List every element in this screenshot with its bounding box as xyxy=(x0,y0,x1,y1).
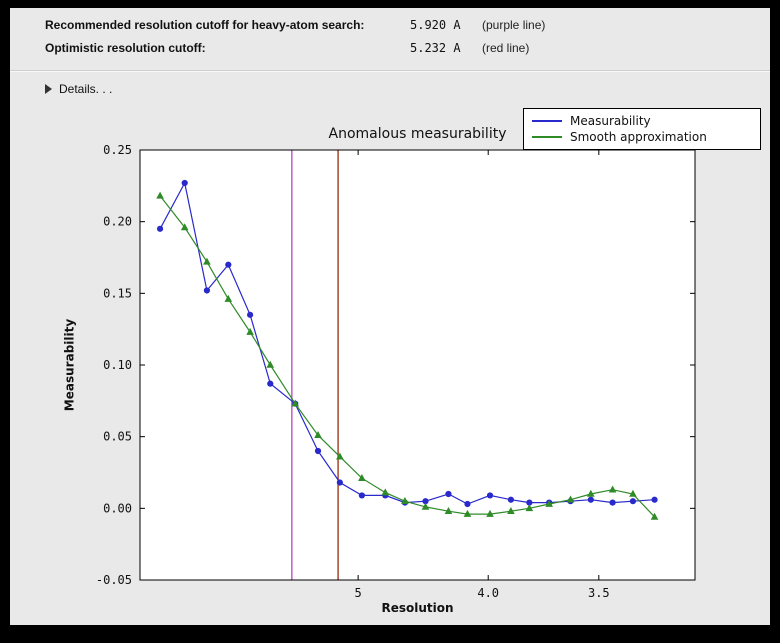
data-point-circle xyxy=(336,479,343,486)
data-point-triangle xyxy=(545,499,553,507)
y-tick-label: 0.25 xyxy=(103,143,132,157)
data-point-circle xyxy=(181,179,188,187)
details-disclosure[interactable]: Details. . . xyxy=(10,71,770,99)
data-point-circle xyxy=(526,499,533,506)
recommended-cutoff-note: (purple line) xyxy=(482,18,546,32)
data-point-circle xyxy=(156,225,164,232)
optimistic-cutoff-note: (red line) xyxy=(482,41,530,55)
data-point-triangle xyxy=(566,495,575,503)
recommended-cutoff-value: 5.920 A xyxy=(410,18,461,32)
data-point-triangle xyxy=(156,191,164,199)
legend-entry-smooth: Smooth approximation xyxy=(532,129,752,145)
data-point-circle xyxy=(464,500,471,508)
recommended-cutoff-label: Recommended resolution cutoff for heavy-… xyxy=(45,18,365,32)
smooth-approximation-line-sample xyxy=(532,136,562,138)
data-point-triangle xyxy=(246,327,254,335)
x-tick-label: 4.0 xyxy=(477,586,499,600)
data-point-circle xyxy=(314,447,322,455)
chart-title: Anomalous measurability xyxy=(328,126,507,142)
anomalous-measurability-figure: -0.05 0.00 0.05 0.10 0.15 0.20 0.25 5 4.0 3.5 Ano… xyxy=(10,100,770,622)
data-point-circle xyxy=(203,287,211,294)
data-point-triangle xyxy=(203,257,211,265)
data-point-triangle xyxy=(608,485,617,493)
data-point-triangle xyxy=(224,294,233,302)
data-point-circle xyxy=(225,261,232,268)
resolution-cutoff-header: Recommended resolution cutoff for heavy-… xyxy=(10,8,770,71)
results-panel: Recommended resolution cutoff for heavy-… xyxy=(10,8,770,625)
data-point-circle xyxy=(267,380,274,387)
data-point-triangle xyxy=(266,360,275,368)
legend-entry-measurability: Measurability xyxy=(532,113,752,129)
measurability-plot: -0.05 0.00 0.05 0.10 0.15 0.20 0.25 5 4.0 3.5 xyxy=(96,143,696,600)
data-point-triangle xyxy=(314,431,322,439)
y-tick-label: 0.20 xyxy=(103,215,132,229)
data-point-triangle xyxy=(507,507,515,514)
data-point-triangle xyxy=(180,223,189,231)
data-point-circle xyxy=(486,492,494,499)
details-label: Details. . . xyxy=(59,82,113,96)
plot-area xyxy=(140,150,695,580)
disclosure-triangle-icon xyxy=(45,84,52,94)
x-tick-label: 5 xyxy=(355,586,362,600)
data-point-circle xyxy=(246,311,254,318)
x-axis-label: Resolution xyxy=(381,601,454,615)
measurability-line-sample xyxy=(532,120,562,122)
data-point-triangle xyxy=(486,509,494,517)
y-tick-label: 0.05 xyxy=(103,430,132,444)
data-point-triangle xyxy=(358,474,366,482)
data-point-triangle xyxy=(401,496,409,504)
recommended-cutoff-row: Recommended resolution cutoff for heavy-… xyxy=(10,18,770,41)
data-point-triangle xyxy=(444,507,453,514)
y-tick-label: 0.15 xyxy=(103,286,132,300)
data-point-circle xyxy=(651,496,658,503)
optimistic-cutoff-label: Optimistic resolution cutoff: xyxy=(45,41,206,55)
data-point-circle xyxy=(609,499,616,506)
data-point-triangle xyxy=(525,504,534,512)
data-point-triangle xyxy=(291,399,300,407)
data-point-circle xyxy=(358,492,365,499)
data-point-triangle xyxy=(650,512,659,520)
optimistic-cutoff-value: 5.232 A xyxy=(410,41,461,55)
data-point-triangle xyxy=(421,502,430,510)
data-point-triangle xyxy=(463,509,472,517)
data-point-circle xyxy=(422,498,429,505)
measurability-curve xyxy=(159,181,655,505)
y-tick-label: 0.00 xyxy=(103,501,132,515)
data-point-triangle xyxy=(629,489,637,497)
legend-label-measurability: Measurability xyxy=(570,114,651,128)
y-tick-label: -0.05 xyxy=(96,573,132,587)
legend-label-smooth: Smooth approximation xyxy=(570,130,707,144)
data-point-circle xyxy=(445,490,452,498)
data-point-triangle xyxy=(381,488,390,496)
optimistic-cutoff-row: Optimistic resolution cutoff: 5.232 A (r… xyxy=(10,41,770,64)
x-tick-label: 3.5 xyxy=(588,586,610,600)
data-point-triangle xyxy=(587,489,595,497)
y-tick-label: 0.10 xyxy=(103,358,132,372)
data-point-circle xyxy=(629,498,637,505)
data-point-circle xyxy=(587,496,594,503)
legend: Measurability Smooth approximation xyxy=(523,108,761,150)
data-point-triangle xyxy=(336,452,344,460)
data-point-circle xyxy=(507,496,515,503)
y-axis-label: Measurability xyxy=(62,318,77,412)
smooth-approximation-curve xyxy=(159,195,656,518)
